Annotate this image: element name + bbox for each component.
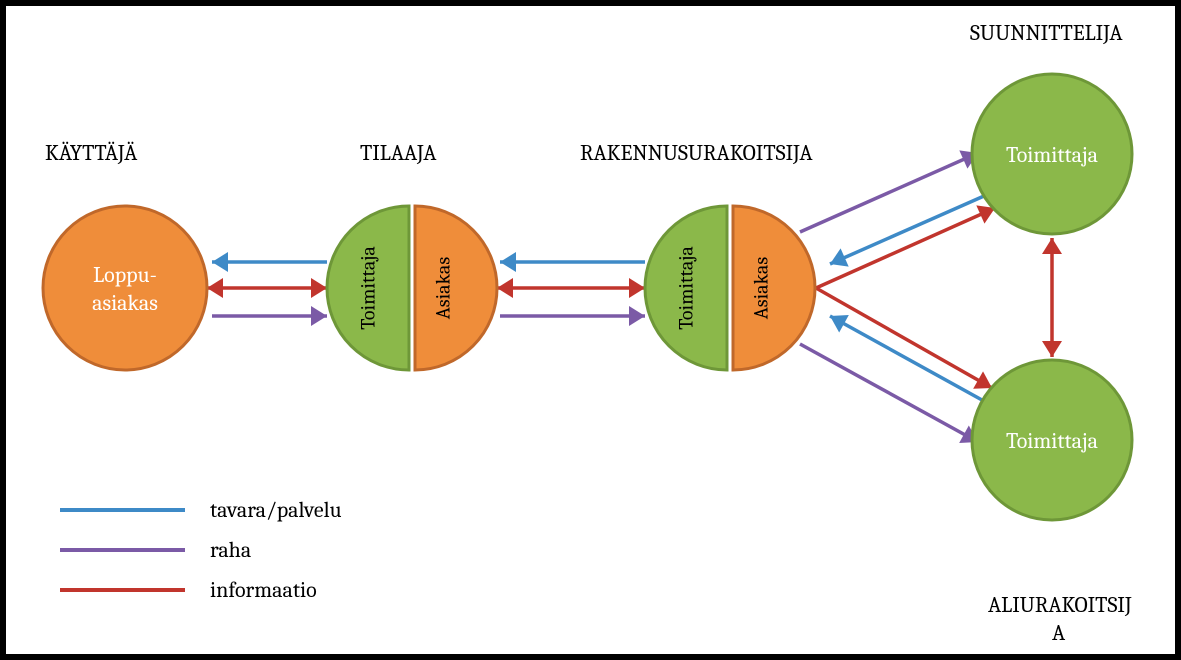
node-tilaaja_split-right-label: Asiakas (431, 257, 454, 320)
node-rakennus_split-right-label: Asiakas (749, 257, 772, 320)
node-tilaaja_split-left-label: Toimittaja (357, 246, 380, 330)
node-toimittaja_top-l1: Toimittaja (1006, 142, 1098, 168)
node-toimittaja_bot-l1: Toimittaja (1006, 428, 1098, 454)
role-rakennus: RAKENNUSURAKOITSIJA (580, 140, 813, 166)
role-suunnittelija: SUUNNITTELIJA (970, 20, 1123, 46)
node-rakennus_split-left-label: Toimittaja (675, 246, 698, 330)
role-aliurak_a: A (1052, 620, 1066, 646)
legend-tavara-label: tavara/palvelu (210, 497, 342, 523)
legend-raha-label: raha (210, 537, 251, 563)
legend-info-label: informaatio (210, 577, 317, 603)
role-aliurakoitsij: ALIURAKOITSIJ (988, 592, 1132, 618)
node-loppuasiakas-l2: asiakas (92, 290, 158, 316)
role-tilaaja: TILAAJA (360, 140, 437, 166)
role-kayttaja: KÄYTTÄJÄ (45, 140, 138, 166)
node-loppuasiakas (43, 206, 207, 370)
node-loppuasiakas-l1: Loppu- (93, 262, 157, 288)
